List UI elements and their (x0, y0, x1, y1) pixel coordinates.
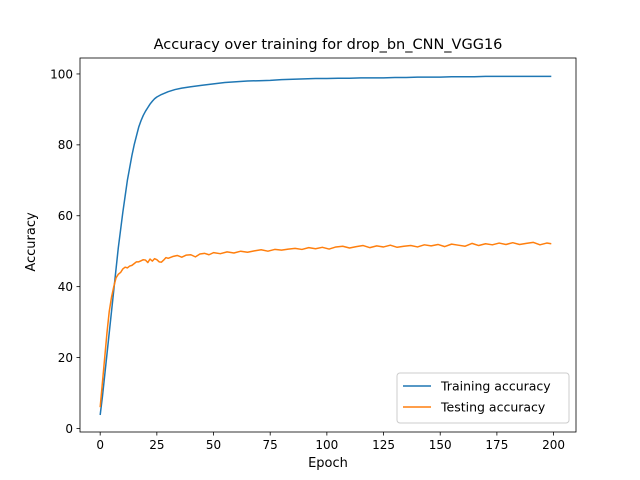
x-axis: 0 25 50 75 100 125 150 175 200 (96, 432, 565, 452)
legend-label-training: Training accuracy (440, 379, 551, 394)
y-tick-label: 40 (58, 280, 73, 294)
y-tick-label: 20 (58, 351, 73, 365)
x-tick-label: 200 (542, 438, 565, 452)
x-tick-label: 100 (315, 438, 338, 452)
x-tick-label: 75 (263, 438, 278, 452)
series-line-testing (99, 241, 552, 408)
x-tick-label: 25 (149, 438, 164, 452)
y-tick-label: 60 (58, 209, 73, 223)
y-axis: 0 20 40 60 80 100 (50, 67, 80, 436)
axes-frame (79, 57, 577, 433)
legend-label-testing: Testing accuracy (440, 400, 546, 415)
x-axis-label: Epoch (308, 456, 348, 471)
x-tick-label: 0 (96, 438, 104, 452)
y-tick-label: 100 (50, 67, 73, 81)
legend-box (396, 372, 570, 424)
x-tick-label: 175 (485, 438, 508, 452)
y-tick-label: 80 (58, 138, 73, 152)
x-tick-label: 150 (429, 438, 452, 452)
x-tick-label: 50 (206, 438, 221, 452)
y-tick-label: 0 (65, 422, 73, 436)
legend: Training accuracy Testing accuracy (396, 372, 570, 424)
y-axis-label: Accuracy (24, 212, 39, 272)
plot-area (79, 57, 577, 433)
x-tick-label: 125 (372, 438, 395, 452)
chart-title: Accuracy over training for drop_bn_CNN_V… (154, 37, 503, 53)
series-line-training (99, 75, 552, 416)
